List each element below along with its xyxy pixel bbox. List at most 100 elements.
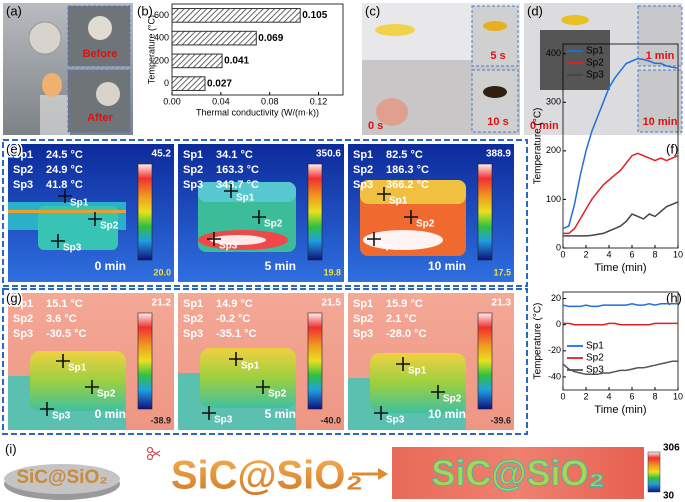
x-tick-label: 2 — [583, 249, 588, 259]
x-tick-label: 0.04 — [212, 96, 230, 106]
object — [200, 348, 296, 408]
time-label: 10 min — [428, 407, 466, 421]
time-label: 0 s — [368, 120, 383, 132]
value-label: 0.105 — [302, 10, 327, 21]
y-tick-label: 0 — [556, 319, 561, 329]
marker-cross — [374, 406, 388, 420]
plot-frame — [562, 291, 679, 391]
legend-label: Sp2 — [586, 58, 604, 69]
thermal-image — [392, 447, 644, 499]
x-tick-label: 4 — [606, 249, 611, 259]
bar — [171, 8, 301, 23]
readout-name: Sp3 — [353, 328, 373, 340]
readout-value: 82.5 °C — [386, 149, 423, 161]
y-tick-label: 0 — [556, 242, 561, 252]
marker-label: Sp3 — [214, 415, 233, 426]
time-label: 10 min — [643, 116, 678, 128]
y-tick-label: -20 — [548, 345, 561, 355]
readout-name: Sp2 — [13, 313, 33, 325]
readout-value: 2.1 °C — [386, 313, 417, 325]
time-label: 1 min — [646, 50, 675, 62]
colorbar-min: -38.9 — [150, 415, 171, 425]
colorbar-max: 21.5 — [322, 298, 342, 309]
object — [363, 230, 443, 250]
inset — [471, 5, 519, 67]
x-axis-label: Time (min) — [594, 404, 646, 416]
marker-cross — [88, 212, 102, 226]
readout-name: Sp3 — [183, 179, 203, 191]
x-tick-label: 4 — [606, 391, 611, 401]
big-text: SiC@SiO₂ — [171, 454, 363, 498]
marker-label: Sp2 — [264, 219, 283, 230]
marker-label: Sp3 — [219, 241, 238, 252]
colorbar-max: 45.2 — [152, 149, 172, 160]
sample — [28, 21, 62, 55]
readout-name: Sp1 — [13, 298, 33, 310]
x-tick-label: 8 — [652, 391, 657, 401]
marker-cross — [40, 402, 54, 416]
readout-value: 163.3 °C — [216, 164, 259, 176]
colorbar — [477, 312, 493, 410]
marker-cross — [207, 232, 221, 246]
marker-label: Sp1 — [68, 363, 87, 374]
sample — [375, 24, 415, 36]
marker-label: Sp3 — [63, 243, 82, 254]
panel-label: (c) — [365, 3, 380, 18]
readout-name: Sp1 — [183, 298, 203, 310]
marker-cross — [377, 187, 391, 201]
y-tick-label: 100 — [546, 194, 561, 204]
panel-label: (e) — [6, 141, 22, 156]
y-tick-label: 0 — [164, 78, 169, 88]
marker-cross — [56, 354, 70, 368]
value-label: 0.069 — [258, 33, 283, 44]
panel-label: (a) — [6, 3, 22, 18]
marker-cross — [85, 380, 99, 394]
marker-cross — [229, 352, 243, 366]
sample — [96, 82, 120, 106]
readout-name: Sp3 — [13, 328, 33, 340]
arrow-head — [378, 468, 388, 480]
panel-label: (f) — [666, 141, 678, 156]
y-axis-label: Temperature (°C) — [533, 303, 544, 380]
object — [198, 182, 296, 202]
readout-value: 15.1 °C — [46, 298, 83, 310]
y-tick-label: 300 — [546, 97, 561, 107]
sample — [561, 15, 589, 25]
colorbar — [647, 451, 661, 493]
inset-label: Before — [83, 48, 118, 60]
y-tick-label: -40 — [548, 371, 561, 381]
colorbar-max: 306 — [663, 443, 680, 454]
marker-cross — [256, 380, 270, 394]
time-label: 0 min — [95, 259, 126, 273]
legend-label: Sp1 — [586, 46, 604, 57]
colorbar-min: 17.5 — [493, 267, 511, 277]
inset — [637, 5, 683, 67]
frame — [2, 139, 528, 287]
stack — [540, 30, 610, 90]
colorbar — [477, 163, 493, 261]
legend-label: Sp1 — [586, 341, 604, 352]
plot-frame — [171, 3, 344, 96]
readout-name: Sp2 — [13, 164, 33, 176]
plot-frame — [562, 43, 679, 249]
readout-value: 41.8 °C — [46, 179, 83, 191]
readout-value: -0.2 °C — [216, 313, 250, 325]
sample — [483, 21, 507, 31]
time-label: 10 s — [487, 116, 508, 128]
readout-value: 186.3 °C — [386, 164, 429, 176]
x-tick-label: 0 — [560, 249, 565, 259]
inset — [471, 69, 519, 133]
colorbar-min: 19.8 — [323, 267, 341, 277]
x-axis-label: Time (min) — [594, 262, 646, 274]
marker-label: Sp2 — [443, 394, 462, 405]
y-tick-label: 400 — [154, 33, 169, 43]
y-tick-label: 20 — [551, 293, 561, 303]
object — [8, 210, 126, 213]
readout-value: 343.7 °C — [216, 179, 259, 191]
series-line — [563, 322, 678, 326]
marker-cross — [224, 184, 238, 198]
series-line — [563, 201, 679, 237]
readout-name: Sp1 — [353, 149, 373, 161]
x-tick-label: 8 — [652, 249, 657, 259]
bar — [171, 30, 257, 46]
